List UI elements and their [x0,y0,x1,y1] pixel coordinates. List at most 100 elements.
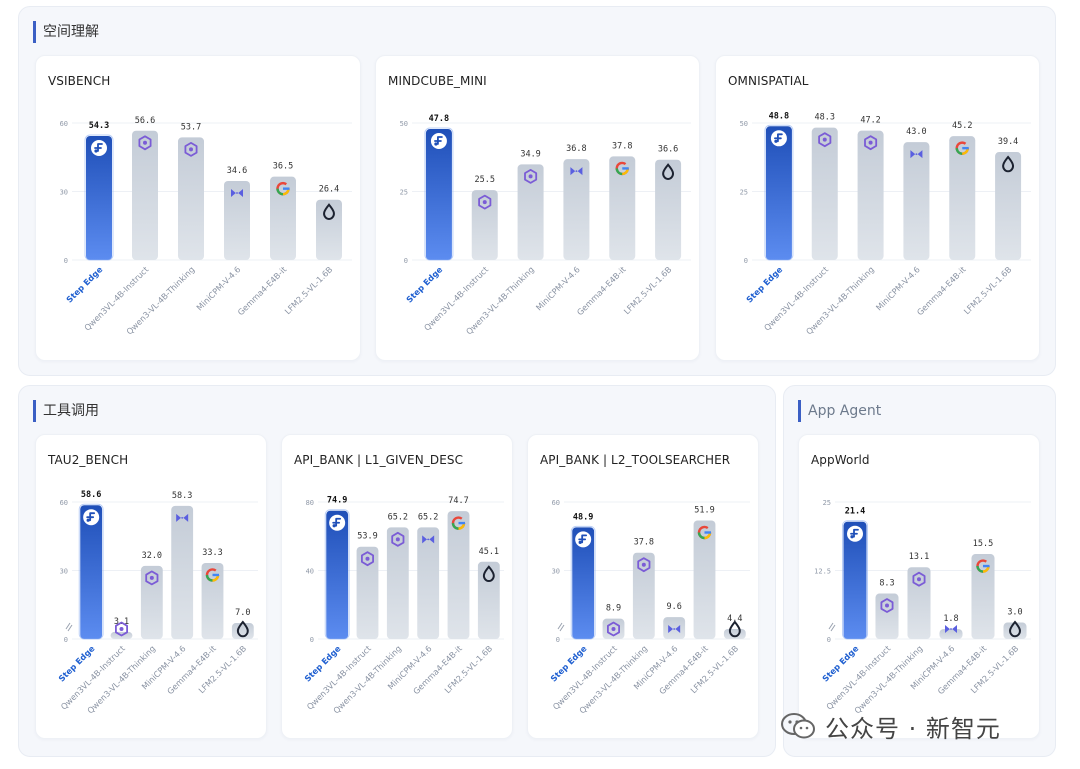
data-label: 36.6 [658,145,678,155]
data-label: 21.4 [845,507,865,517]
y-tick-label: 60 [60,120,68,128]
minicpm-icon [231,188,243,197]
data-label: 4.4 [727,614,742,624]
bar [765,126,792,261]
gemma-icon [976,559,990,573]
minicpm-icon [422,535,435,544]
bar [477,561,500,639]
bar [386,527,409,639]
data-label: 56.6 [135,116,155,126]
bar [517,164,544,260]
gemma-icon [276,181,290,196]
qwen-icon [637,557,651,573]
bar [471,190,498,260]
y-tick-label: 25 [400,189,408,197]
x-tick-label: LFM2.5-VL-1.6B [282,264,334,316]
step-icon [329,514,346,531]
bar [270,176,296,260]
y-tick-label: 80 [306,499,314,507]
data-label: 45.2 [952,121,972,131]
wechat-icon [781,713,815,739]
chart-card-mindcube: MINDCUBE_MINI 0 25 50 47.8 Step Edge 25.5 Qwen… [375,55,700,361]
lfm-icon [1009,620,1021,638]
bar-highlight-outline [84,134,114,261]
data-label: 53.7 [181,122,201,132]
bar [231,623,254,639]
gemma-icon [205,568,220,582]
bar [326,510,349,639]
bar [356,546,379,639]
data-label: 34.6 [227,166,247,176]
data-label: 47.8 [429,114,449,124]
chart-title: TAU2_BENCH [48,453,129,467]
bar-highlight-outline [78,503,104,640]
chart-card-apibank-l1: API_BANK | L1_GIVEN_DESC 0 40 80 74.9 Step E… [281,434,513,739]
y-tick-label: 0 [64,636,68,644]
qwen-icon [818,132,832,148]
bar [811,127,838,261]
y-tick-label: 25 [823,499,831,507]
chart-title: AppWorld [811,453,870,467]
data-label: 65.2 [388,512,408,522]
data-label: 34.9 [520,149,540,159]
data-label: 65.2 [418,512,438,522]
lfm-icon [236,620,249,638]
bar [995,152,1022,260]
chart-title: MINDCUBE_MINI [388,74,487,88]
data-label: 36.8 [566,144,586,154]
bar [140,565,163,639]
bar [86,136,112,260]
y-tick-label: 30 [552,568,560,576]
data-label: 48.8 [769,111,789,121]
chart-title: API_BANK | L1_GIVEN_DESC [294,453,464,467]
bar-highlight-outline [570,525,596,640]
data-label: 51.9 [694,505,714,515]
lfm-icon [1002,155,1015,173]
step-icon [83,509,100,526]
bar-highlight-outline [764,124,794,261]
x-tick-label: Gemma4-E4B-it [575,264,629,318]
qwen-icon [145,570,159,586]
data-label: 33.3 [202,548,222,558]
data-label: 37.8 [612,141,632,151]
data-label: 1.8 [943,614,958,624]
x-tick-label: LFM2.5-VL-1.6B [962,264,1014,316]
x-tick-label: MiniCPM-V-4.6 [874,264,922,312]
gemma-icon [615,161,629,176]
bar [723,628,746,639]
bar [843,521,867,639]
axis-break [557,622,565,632]
chart-card-omnispatial: OMNISPATIAL 0 25 50 48.8 Step Edge 48.3 Qwen3V… [715,55,1040,361]
bar [80,505,103,639]
y-tick-label: 50 [400,120,408,128]
bar [171,505,194,639]
bar [609,156,636,260]
data-label: 39.4 [998,137,1018,147]
lfm-icon [662,163,675,180]
chart-title: OMNISPATIAL [728,74,809,88]
chart-title: VSIBENCH [48,74,111,88]
data-label: 48.3 [815,113,835,123]
data-label: 47.2 [860,116,880,126]
watermark-text: 公众号 · 新智元 [825,714,1001,743]
gemma-icon [451,516,466,530]
lfm-icon [728,620,741,638]
x-tick-label: MiniCPM-V-4.6 [194,264,242,312]
bar [132,130,158,260]
data-label: 15.5 [973,539,993,549]
qwen-icon [138,135,152,151]
data-label: 43.0 [906,127,926,137]
data-label: 7.0 [235,608,250,618]
bar [1003,622,1027,639]
gemma-icon [697,525,712,540]
x-tick-label: Gemma4-E4B-it [915,264,969,318]
qwen-icon [880,598,894,613]
qwen-icon [478,194,492,210]
bar [316,199,342,260]
bar [875,593,899,639]
